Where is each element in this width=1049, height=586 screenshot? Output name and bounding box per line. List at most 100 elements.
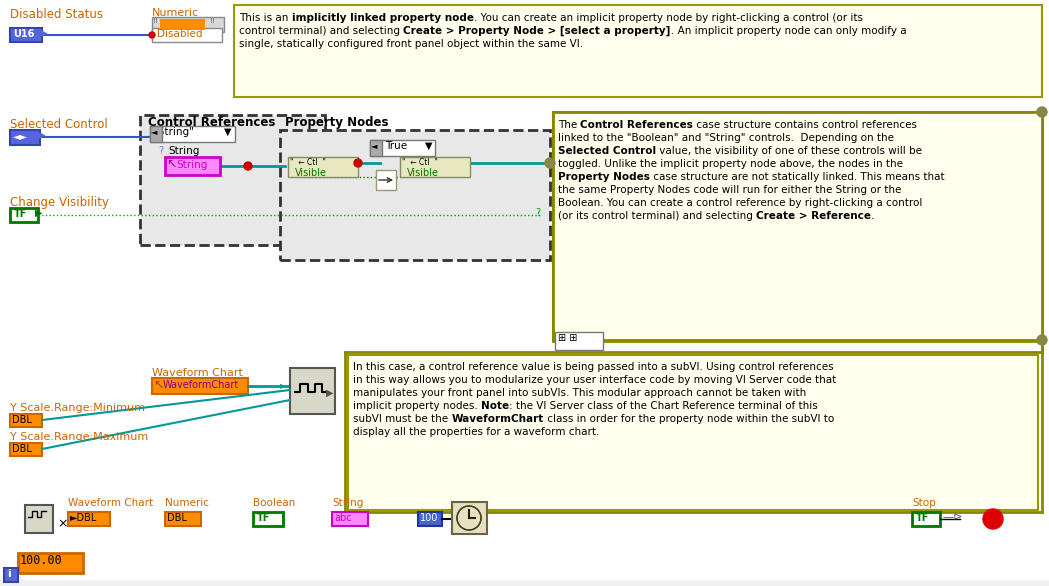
Text: Change Visibility: Change Visibility <box>10 196 109 209</box>
Text: ↖: ↖ <box>166 158 176 171</box>
Text: in this way allows you to modularize your user interface code by moving VI Serve: in this way allows you to modularize you… <box>354 375 836 385</box>
Text: Boolean. You can create a control reference by right-clicking a control: Boolean. You can create a control refere… <box>558 198 922 208</box>
Text: class in order for the property node within the subVI to: class in order for the property node wit… <box>543 414 834 424</box>
Text: Property Nodes: Property Nodes <box>285 116 388 129</box>
Bar <box>152 17 224 32</box>
Text: ▶: ▶ <box>35 208 43 218</box>
Text: ▶: ▶ <box>38 130 45 140</box>
Text: Visible: Visible <box>295 168 327 178</box>
Bar <box>140 115 325 245</box>
Text: Numeric: Numeric <box>165 498 209 508</box>
Text: ?: ? <box>535 208 540 218</box>
Text: Note: Note <box>481 401 509 411</box>
Text: case structure are not statically linked. This means that: case structure are not statically linked… <box>650 172 944 182</box>
Text: DBL: DBL <box>12 444 31 454</box>
Text: subVI must be the: subVI must be the <box>354 414 451 424</box>
Bar <box>25 505 53 533</box>
Text: implicitly linked property node: implicitly linked property node <box>292 13 474 23</box>
Text: case structure contains control references: case structure contains control referenc… <box>693 120 918 130</box>
Bar <box>418 512 442 526</box>
Text: : the VI Server class of the Chart Reference terminal of this: : the VI Server class of the Chart Refer… <box>509 401 818 411</box>
Text: abc: abc <box>334 513 351 523</box>
Text: control terminal) and selecting: control terminal) and selecting <box>239 26 403 36</box>
Text: toggled. Unlike the implicit property node above, the nodes in the: toggled. Unlike the implicit property no… <box>558 159 903 169</box>
Text: Waveform Chart: Waveform Chart <box>68 498 153 508</box>
Text: True: True <box>385 141 407 151</box>
Text: ▼: ▼ <box>425 141 432 151</box>
Circle shape <box>1037 107 1047 117</box>
Text: ▶: ▶ <box>326 388 334 398</box>
Text: Create > Reference: Create > Reference <box>756 211 871 221</box>
Circle shape <box>244 162 252 170</box>
Bar <box>400 157 470 177</box>
Text: Visible: Visible <box>407 168 438 178</box>
Bar <box>165 512 201 526</box>
Bar <box>10 443 42 456</box>
Text: WaveformChart: WaveformChart <box>451 414 543 424</box>
Text: ◄►: ◄► <box>13 131 28 141</box>
Circle shape <box>983 509 1003 529</box>
Text: "  ← Ctl  ": " ← Ctl " <box>290 158 326 167</box>
Circle shape <box>545 158 555 168</box>
Text: ▶: ▶ <box>40 28 47 38</box>
Text: Control References: Control References <box>580 120 693 130</box>
Bar <box>234 5 1042 97</box>
Text: manipulates your front panel into subVIs. This modular approach cannot be taken : manipulates your front panel into subVIs… <box>354 388 807 398</box>
Text: Selected Control: Selected Control <box>10 118 108 131</box>
Bar <box>912 512 940 526</box>
Bar <box>288 157 358 177</box>
Text: "  ← Ctl  ": " ← Ctl " <box>402 158 437 167</box>
Bar <box>152 28 222 42</box>
Text: DBL: DBL <box>12 415 31 425</box>
Text: ?: ? <box>157 130 163 140</box>
Bar <box>10 28 42 42</box>
Bar <box>10 130 40 145</box>
Text: ⊞ ⊞: ⊞ ⊞ <box>558 333 577 343</box>
Text: (or its control terminal) and selecting: (or its control terminal) and selecting <box>558 211 756 221</box>
Text: 100.00: 100.00 <box>20 554 63 567</box>
Text: !!: !! <box>153 18 158 24</box>
Bar <box>10 414 42 427</box>
Text: ×: × <box>57 517 67 530</box>
Text: String: String <box>168 146 199 156</box>
Bar <box>165 157 220 175</box>
Bar <box>452 502 487 534</box>
Text: .: . <box>871 211 875 221</box>
Circle shape <box>457 506 481 530</box>
Text: In this case, a control reference value is being passed into a subVI. Using cont: In this case, a control reference value … <box>354 362 834 372</box>
Text: ↖: ↖ <box>153 379 164 392</box>
Text: Disabled: Disabled <box>157 29 202 39</box>
Text: ▼: ▼ <box>224 127 232 137</box>
Text: Disabled Status: Disabled Status <box>10 8 103 21</box>
Text: Y Scale.Range:Minimum: Y Scale.Range:Minimum <box>10 403 145 413</box>
Text: Numeric: Numeric <box>152 8 199 18</box>
Text: U16: U16 <box>13 29 35 39</box>
Text: i: i <box>7 569 10 579</box>
Text: display all the properties for a waveform chart.: display all the properties for a wavefor… <box>354 427 599 437</box>
Text: ?: ? <box>158 146 164 156</box>
Text: TF: TF <box>916 513 929 523</box>
Bar <box>18 553 83 573</box>
Text: ►DBL: ►DBL <box>70 513 98 523</box>
Text: ►: ► <box>280 380 287 390</box>
Text: The: The <box>558 120 580 130</box>
Text: DBL: DBL <box>167 513 187 523</box>
Text: Control References: Control References <box>148 116 276 129</box>
Bar <box>370 140 435 156</box>
Text: implicit property nodes.: implicit property nodes. <box>354 401 481 411</box>
Text: . An implicit property node can only modify a: . An implicit property node can only mod… <box>670 26 906 36</box>
Text: Selected Control: Selected Control <box>558 146 656 156</box>
Text: single, statically configured front panel object within the same VI.: single, statically configured front pane… <box>239 39 583 49</box>
Text: String: String <box>331 498 363 508</box>
Bar <box>280 130 550 260</box>
Text: the same Property Nodes code will run for either the String or the: the same Property Nodes code will run fo… <box>558 185 901 195</box>
Bar <box>348 355 1039 510</box>
Text: value, the visibility of one of these controls will be: value, the visibility of one of these co… <box>656 146 922 156</box>
Bar <box>4 568 18 582</box>
Bar <box>150 126 235 142</box>
Bar <box>553 112 1043 342</box>
Bar <box>152 378 248 394</box>
Bar <box>555 332 603 350</box>
Text: WaveformChart: WaveformChart <box>163 380 239 390</box>
Circle shape <box>354 159 362 167</box>
